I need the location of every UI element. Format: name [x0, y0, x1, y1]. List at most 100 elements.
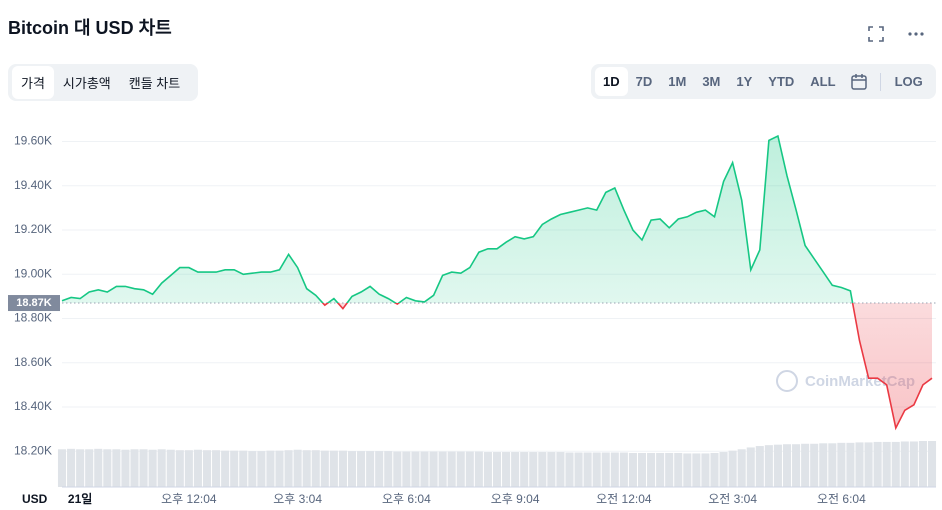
volume-bar — [855, 442, 864, 487]
volume-bar — [882, 441, 891, 487]
fullscreen-icon[interactable] — [866, 24, 886, 44]
volume-bar — [909, 441, 918, 487]
volume-bar — [257, 451, 266, 487]
range-button[interactable]: YTD — [768, 74, 795, 89]
volume-bar — [402, 451, 411, 487]
volume-bar — [565, 452, 574, 487]
range-button[interactable]: 1M — [668, 74, 687, 89]
volume-bar — [710, 452, 719, 487]
reference-badge — [8, 295, 60, 312]
volume-bar — [665, 452, 674, 487]
volume-bar — [574, 452, 583, 487]
volume-bar — [828, 443, 837, 487]
volume-bar — [637, 452, 647, 487]
volume-bar — [619, 452, 628, 487]
y-tick-label: 18.40K — [14, 399, 52, 413]
x-tick-label: 오후 9:04 — [491, 492, 540, 506]
volume-bar — [502, 452, 511, 487]
volume-bar — [474, 451, 483, 487]
volume-bar — [819, 443, 828, 487]
reference-label: 18.87K — [16, 297, 52, 309]
volume-bar — [184, 450, 193, 487]
area-up — [62, 136, 932, 304]
title: Bitcoin 대 USD 차트 — [8, 18, 172, 38]
tab-group: 가격 시가총액 캔들 차트 — [8, 64, 198, 101]
log-button[interactable]: LOG — [894, 74, 923, 89]
volume-bar — [293, 449, 302, 487]
y-tick-label: 18.20K — [14, 443, 52, 457]
volume-bar — [674, 452, 683, 487]
y-tick-label: 19.60K — [14, 134, 52, 148]
price-line-up — [61, 134, 854, 304]
volume-bar — [492, 452, 502, 487]
volume-bar — [610, 452, 619, 487]
volume-bar — [338, 450, 347, 487]
volume-bar — [57, 449, 67, 487]
volume-bar — [320, 450, 329, 487]
x-tick-label: 오전 6:04 — [817, 492, 866, 506]
volume-bar — [846, 442, 855, 487]
volume-bar — [266, 450, 275, 487]
volume-bar — [873, 441, 882, 487]
volume-bar — [420, 451, 429, 487]
calendar-icon[interactable] — [844, 72, 874, 92]
volume-bar — [121, 449, 130, 487]
volume-bar — [112, 449, 121, 487]
volume-bar — [529, 452, 538, 487]
volume-bar — [175, 450, 184, 487]
range-group: 1D 7D 1M 3M 1Y YTD ALL LOG — [591, 64, 936, 99]
volume-bar — [447, 451, 456, 487]
volume-bar — [782, 444, 792, 487]
currency-label: USD — [22, 492, 48, 506]
volume-bar — [239, 450, 248, 487]
range-button[interactable]: 3M — [702, 74, 721, 89]
volume-bar — [157, 449, 166, 487]
y-tick-label: 19.40K — [14, 178, 52, 192]
volume-bar — [900, 441, 909, 487]
y-tick-label: 19.20K — [14, 222, 52, 236]
volume-bar — [520, 452, 529, 487]
volume-bar — [746, 447, 755, 487]
volume-bar — [927, 441, 937, 487]
watermark-logo — [776, 370, 798, 392]
range-button[interactable]: 7D — [635, 74, 653, 89]
x-tick-label: 오후 3:04 — [273, 492, 322, 506]
range-button[interactable]: 1Y — [736, 74, 753, 89]
volume-bar — [302, 450, 311, 487]
volume-bar — [683, 453, 692, 487]
volume-bar — [701, 453, 710, 487]
volume-bar — [837, 442, 846, 487]
y-tick-label: 18.80K — [14, 311, 52, 325]
volume-bar — [221, 450, 230, 487]
x-tick-label: 오전 3:04 — [708, 492, 757, 506]
volume-bar — [592, 452, 601, 487]
more-icon[interactable] — [906, 24, 926, 44]
volume-bar — [130, 449, 139, 487]
volume-bar — [230, 450, 239, 487]
volume-bar — [483, 452, 492, 487]
volume-bar — [891, 441, 900, 487]
volume-bar — [737, 449, 746, 487]
volume-bar — [583, 452, 592, 487]
volume-bar — [311, 450, 320, 487]
volume-bar — [202, 450, 212, 487]
volume-bar — [193, 449, 202, 487]
volume-bar — [375, 451, 384, 487]
tab[interactable]: 캔들 차트 — [128, 76, 181, 91]
volume-bar — [212, 450, 221, 487]
range-button[interactable]: ALL — [810, 74, 836, 89]
y-tick-label: 19.00K — [14, 266, 52, 280]
volume-bar — [67, 448, 76, 487]
volume-bar — [76, 449, 85, 487]
volume-bar — [755, 446, 764, 487]
volume-bar — [465, 451, 474, 487]
y-tick-label: 18.60K — [14, 355, 52, 369]
volume-bar — [692, 453, 701, 487]
volume-bar — [918, 441, 927, 487]
range-button[interactable]: 1D — [595, 67, 628, 96]
volume-bar — [456, 451, 465, 487]
tab[interactable]: 가격 — [12, 66, 54, 99]
volume-bar — [647, 452, 656, 487]
tab[interactable]: 시가총액 — [62, 76, 111, 91]
